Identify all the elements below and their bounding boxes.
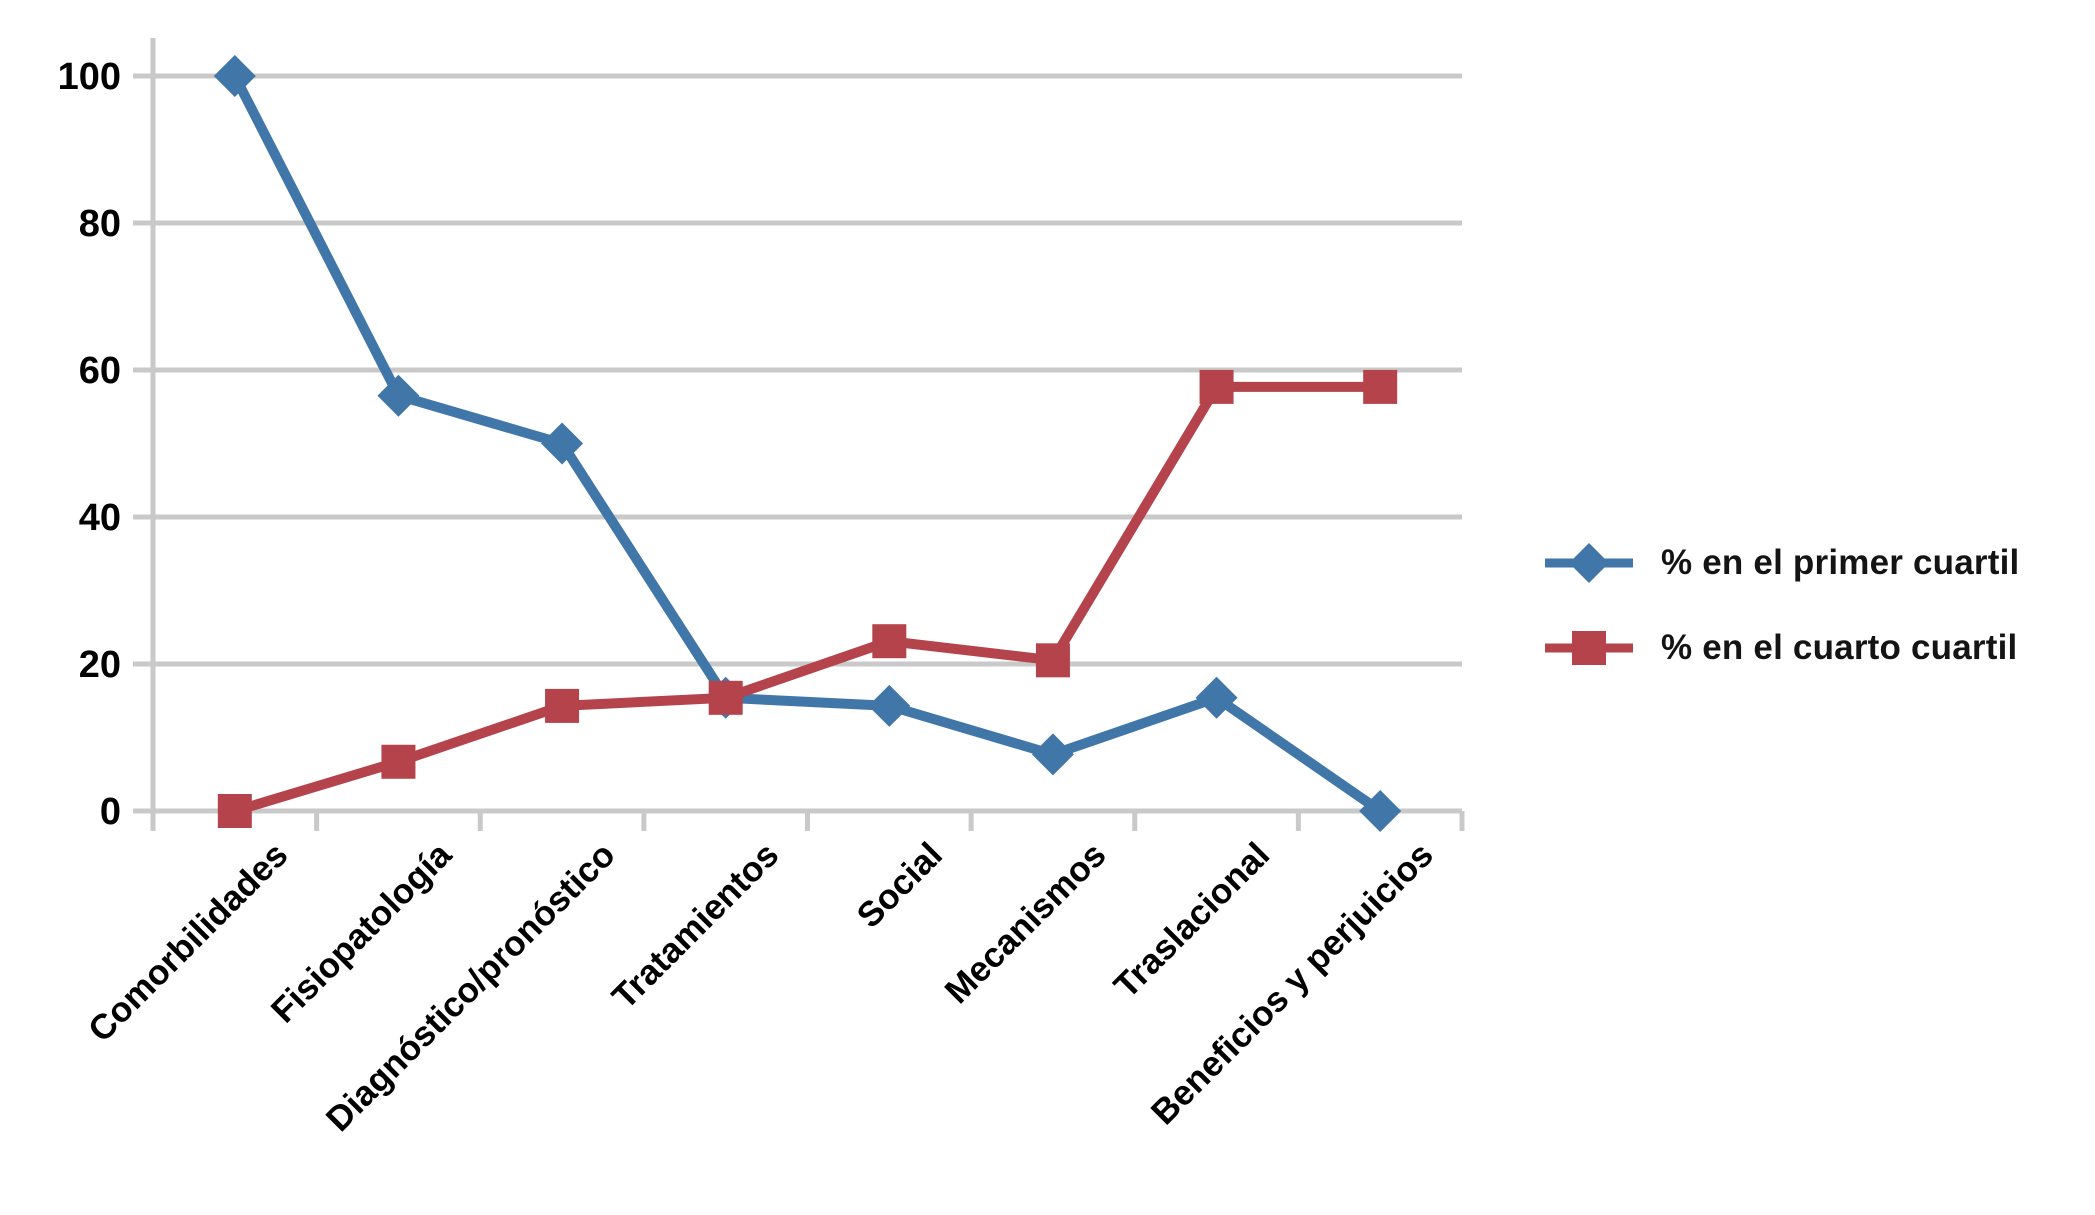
y-axis-tick-label: 100 bbox=[58, 56, 121, 98]
y-axis-tick-label: 20 bbox=[79, 644, 121, 686]
gridlines bbox=[133, 73, 1462, 814]
data-point-square bbox=[545, 688, 580, 723]
x-axis-category-label: Tratamientos bbox=[605, 835, 787, 1017]
data-point-diamond bbox=[1359, 790, 1402, 832]
y-axis-tick-label: 80 bbox=[79, 203, 121, 245]
data-point-diamond bbox=[377, 374, 420, 417]
series-line-cuarto-cuartil bbox=[233, 381, 1381, 816]
data-point-square bbox=[1035, 643, 1070, 678]
x-axis-category-label: Comorbilidades bbox=[81, 835, 296, 1050]
data-point-diamond bbox=[213, 55, 256, 97]
data-point-diamond bbox=[1031, 733, 1074, 776]
axes bbox=[150, 38, 1465, 831]
data-point-diamond bbox=[1195, 676, 1238, 719]
data-point-square bbox=[381, 744, 416, 779]
series-primer-cuartil bbox=[213, 55, 1402, 832]
x-axis-labels: ComorbilidadesFisiopatologíaDiagnóstico/… bbox=[81, 835, 1441, 1139]
data-point-square bbox=[872, 624, 907, 659]
x-axis-category-label: Traslacional bbox=[1107, 835, 1278, 1006]
data-point-square bbox=[1363, 369, 1398, 404]
y-axis-labels: 0 20 40 60 80 100 bbox=[58, 56, 121, 833]
data-point-diamond bbox=[868, 684, 911, 727]
x-axis-category-label: Social bbox=[849, 835, 949, 935]
series-line-primer-cuartil bbox=[230, 73, 1384, 816]
data-point-square bbox=[217, 794, 252, 828]
y-axis-tick-label: 60 bbox=[79, 350, 121, 392]
data-point-square bbox=[1199, 369, 1234, 404]
y-axis-tick-label: 40 bbox=[79, 497, 121, 539]
x-axis-category-label: Mecanismos bbox=[937, 835, 1113, 1011]
data-point-square bbox=[708, 680, 743, 715]
series-cuarto-cuartil bbox=[217, 369, 1398, 828]
x-axis-category-label: Beneficios y perjuicios bbox=[1144, 835, 1441, 1132]
x-axis-category-label: Diagnóstico/pronóstico bbox=[319, 835, 623, 1139]
y-axis-tick-label: 0 bbox=[100, 791, 121, 833]
data-point-diamond bbox=[541, 422, 584, 465]
